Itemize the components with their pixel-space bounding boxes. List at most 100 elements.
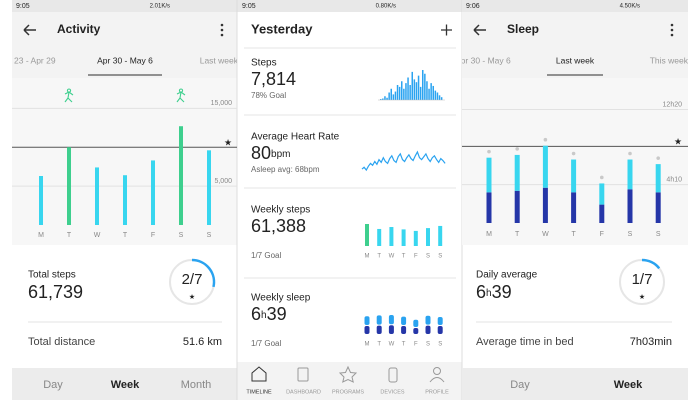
status-time: 9:05 (16, 3, 30, 10)
nav-item[interactable]: TIMELINE (246, 389, 272, 395)
status-time: 9:05 (242, 3, 256, 10)
value: 61,388 (251, 216, 306, 236)
ring-star: ★ (189, 293, 195, 301)
x-tick-label: S (656, 231, 661, 238)
nav-bar: TIMELINE DASHBOARD PROGRAMS DEVICES PROFILE (246, 389, 449, 395)
card-subtitle: 78% Goal (251, 91, 286, 100)
middle-screen-bg (236, 0, 463, 400)
hourly-bar (394, 91, 397, 100)
x-tick-label: W (389, 342, 395, 348)
card-value: 6h39 (251, 304, 287, 324)
menu-button[interactable] (220, 23, 224, 37)
nav-item[interactable]: PROFILE (425, 389, 449, 395)
status-speed: 0.80K/s (376, 4, 396, 10)
x-tick-label: M (38, 232, 44, 239)
x-tick-label: M (365, 342, 370, 348)
deep-sleep-bar (364, 326, 370, 334)
light-sleep-bar (401, 316, 407, 325)
y-tick-label: 5,000 (214, 178, 232, 185)
bar (365, 224, 369, 246)
x-tick-label: S (426, 254, 430, 260)
light-sleep-bar (514, 154, 520, 191)
hourly-bar (396, 85, 399, 100)
value: 6 (251, 304, 261, 324)
bottom-tab-active[interactable]: Week (614, 379, 643, 391)
bar (401, 229, 406, 246)
bar (39, 176, 43, 225)
left-screen-bg (12, 0, 237, 400)
date-tab[interactable]: Last week (200, 55, 239, 65)
bottom-tab[interactable]: Day (510, 379, 530, 391)
back-button[interactable] (473, 24, 486, 36)
unit: h (261, 310, 267, 321)
hourly-bar (430, 83, 432, 100)
bottom-tab[interactable]: Month (181, 379, 212, 391)
hourly-bar (417, 75, 420, 100)
status-speed: 2.01K/s (150, 4, 170, 10)
hourly-bar (422, 70, 424, 100)
light-sleep-bar (542, 145, 548, 188)
x-tick-label: T (123, 232, 128, 239)
hourly-bar (419, 86, 422, 100)
deep-sleep-bar (401, 326, 407, 334)
deep-sleep-bar (413, 328, 419, 334)
deep-sleep-bar (655, 192, 661, 223)
deep-sleep-bar (486, 192, 492, 223)
light-sleep-bar (437, 317, 443, 325)
card-value: 80bpm (251, 143, 290, 163)
x-tick-label: T (571, 231, 576, 238)
nav-item[interactable]: DEVICES (380, 389, 404, 395)
date-tab-active[interactable]: Apr 30 - May 6 (97, 55, 153, 65)
date-tab[interactable]: 23 - Apr 29 (14, 55, 56, 65)
hourly-bar (386, 97, 388, 100)
light-sleep-bar (571, 159, 577, 193)
unit: h (486, 288, 492, 299)
awake-dot (543, 137, 548, 142)
nav-item[interactable]: PROGRAMS (332, 389, 364, 395)
back-button[interactable] (23, 24, 36, 36)
status-time: 9:06 (466, 3, 480, 10)
x-tick-label: S (628, 231, 633, 238)
deep-sleep-bar (542, 187, 548, 223)
heart-rate-line (361, 150, 446, 172)
hourly-bar (411, 71, 413, 100)
nav-item[interactable]: DASHBOARD (286, 389, 321, 395)
x-tick-label: W (542, 231, 549, 238)
hourly-bar (384, 96, 386, 100)
card-subtitle: Asleep avg: 68bpm (251, 165, 320, 174)
card-title: Average Heart Rate (251, 132, 340, 143)
goal-star: ★ (674, 137, 682, 147)
hourly-bar (440, 97, 443, 100)
summary-value: 6h39 (476, 282, 512, 302)
hourly-bar (388, 92, 390, 100)
menu-button[interactable] (670, 23, 674, 37)
x-tick-label: W (389, 254, 395, 260)
bar (389, 227, 394, 246)
date-tab[interactable]: This week (650, 55, 689, 65)
card-dividers (244, 47, 456, 279)
deep-sleep-bar (571, 192, 577, 223)
value: 39 (267, 304, 287, 324)
bar (123, 175, 127, 225)
ring-label: 2/7 (182, 271, 203, 288)
card-subtitle: 1/7 Goal (251, 251, 281, 260)
date-tab[interactable]: Apr 30 - May 6 (455, 55, 511, 65)
row-label: Average time in bed (476, 336, 574, 348)
add-button[interactable] (441, 24, 452, 36)
card-title: Steps (251, 58, 277, 69)
light-sleep-bar (376, 315, 382, 325)
nav-icons (251, 365, 445, 383)
awake-dot (628, 151, 632, 156)
bar (207, 150, 211, 225)
value: 6 (476, 282, 486, 302)
bottom-tab-active[interactable]: Week (111, 379, 140, 391)
date-tab-active[interactable]: Last week (556, 55, 595, 65)
y-tick-label: 12h20 (663, 101, 683, 108)
card-value: 7,814 (251, 69, 296, 89)
bottom-tab[interactable]: Day (43, 379, 63, 391)
awake-dot (487, 149, 491, 154)
screen-title: Yesterday (251, 21, 313, 36)
hourly-bar (407, 77, 409, 100)
